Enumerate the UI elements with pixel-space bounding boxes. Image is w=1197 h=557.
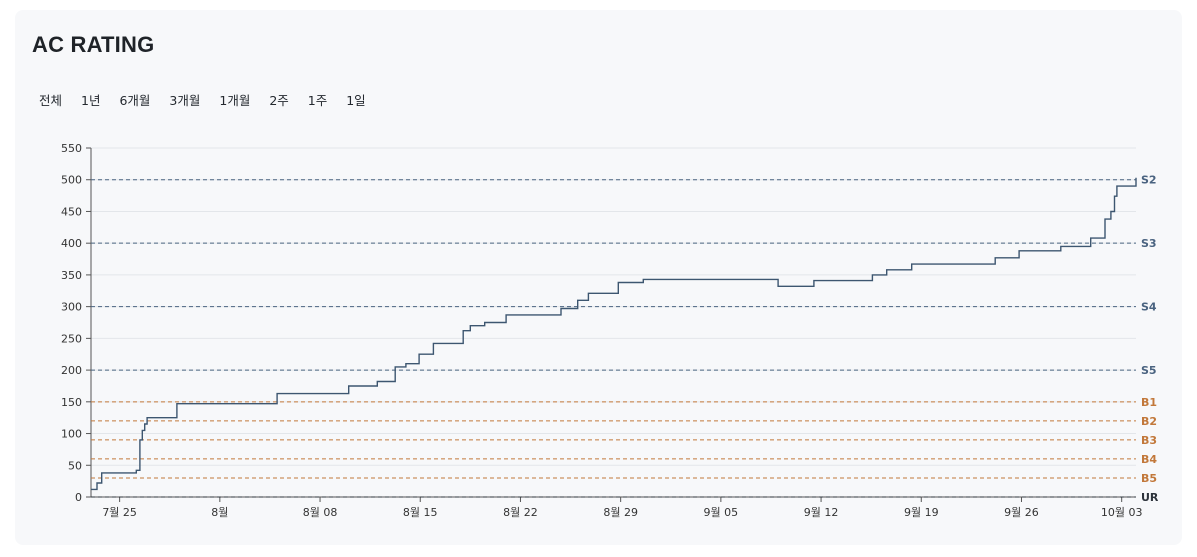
- x-tick-label: 10월 03: [1101, 506, 1143, 519]
- tab-1-year[interactable]: 1년: [81, 90, 100, 109]
- y-tick-label: 50: [68, 459, 82, 472]
- tier-label-b5: B5: [1141, 472, 1157, 485]
- y-tick-label: 300: [61, 301, 82, 314]
- x-tick-label: 9월 26: [1004, 506, 1039, 519]
- tier-label-b2: B2: [1141, 415, 1157, 428]
- x-tick-label: 9월 05: [704, 506, 739, 519]
- tier-label-ur: UR: [1141, 491, 1159, 504]
- x-tick-label: 8월 29: [603, 506, 638, 519]
- y-tick-label: 450: [61, 205, 82, 218]
- tier-label-s5: S5: [1141, 364, 1157, 377]
- page-title: AC RATING: [32, 32, 155, 57]
- x-tick-label: 8월: [211, 506, 228, 519]
- tier-label-s3: S3: [1141, 237, 1157, 250]
- y-tick-label: 100: [61, 428, 82, 441]
- tab-1-month[interactable]: 1개월: [219, 90, 250, 109]
- chart-card: AC RATING 전체 1년 6개월 3개월 1개월 2주 1주 1일: [15, 10, 1182, 545]
- tier-label-s4: S4: [1141, 301, 1157, 314]
- tab-3-months[interactable]: 3개월: [169, 90, 200, 109]
- y-tick-label: 500: [61, 174, 82, 187]
- tab-1-week[interactable]: 1주: [308, 90, 327, 109]
- y-tick-label: 250: [61, 332, 82, 345]
- tab-6-months[interactable]: 6개월: [119, 90, 150, 109]
- range-tabs: 전체 1년 6개월 3개월 1개월 2주 1주 1일: [39, 90, 385, 109]
- y-tick-label: 550: [61, 142, 82, 155]
- y-tick-label: 200: [61, 364, 82, 377]
- tier-label-b3: B3: [1141, 434, 1157, 447]
- tab-2-weeks[interactable]: 2주: [269, 90, 288, 109]
- tier-label-b1: B1: [1141, 396, 1157, 409]
- x-tick-label: 7월 25: [102, 506, 137, 519]
- tab-all[interactable]: 전체: [39, 90, 62, 109]
- x-tick-label: 8월 22: [503, 506, 538, 519]
- x-tick-label: 9월 12: [804, 506, 839, 519]
- y-tick-label: 400: [61, 237, 82, 250]
- y-tick-label: 150: [61, 396, 82, 409]
- tier-label-s2: S2: [1141, 174, 1157, 187]
- tab-1-day[interactable]: 1일: [346, 90, 365, 109]
- y-tick-label: 0: [75, 491, 82, 504]
- tier-label-b4: B4: [1141, 453, 1157, 466]
- y-tick-label: 350: [61, 269, 82, 282]
- x-tick-label: 8월 15: [403, 506, 438, 519]
- x-tick-label: 8월 08: [303, 506, 338, 519]
- rating-series-line: [91, 177, 1137, 491]
- x-tick-label: 9월 19: [904, 506, 939, 519]
